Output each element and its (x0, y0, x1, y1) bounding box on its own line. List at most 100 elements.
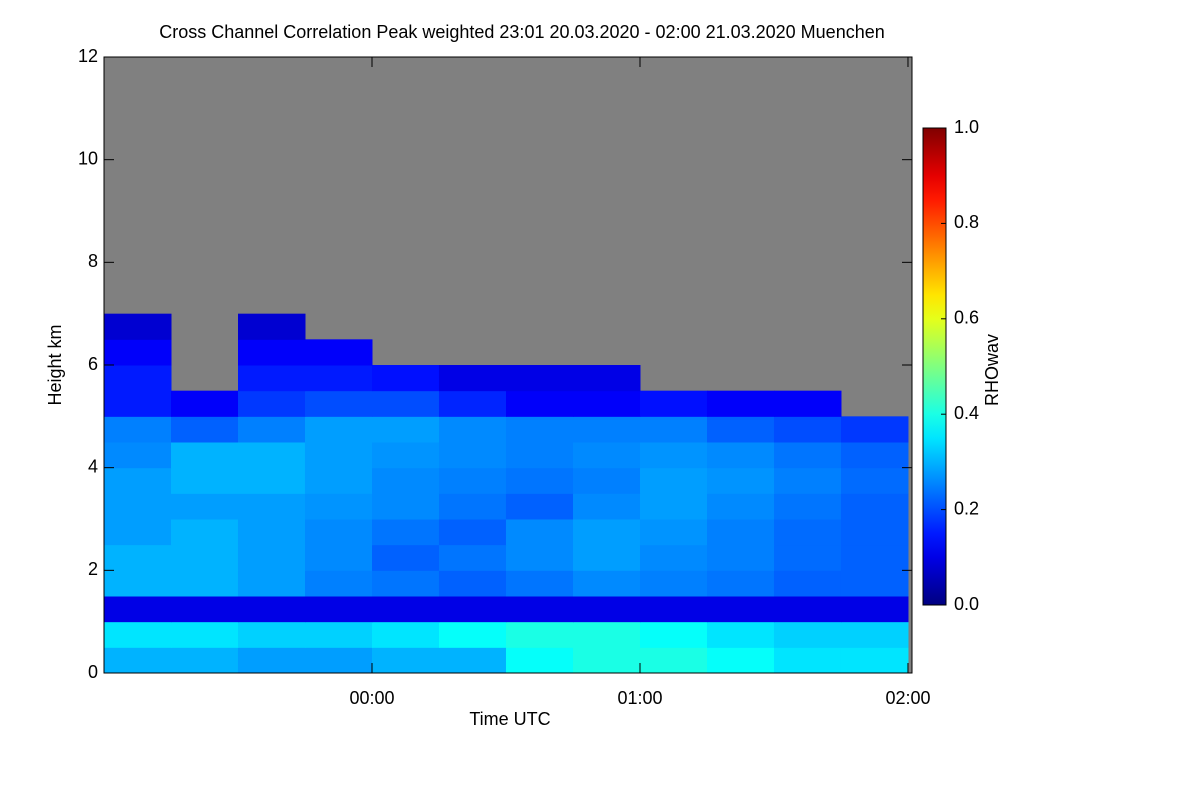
heatmap-cell (572, 467, 641, 494)
x-tick-label: 01:00 (617, 688, 662, 708)
heatmap-cell (840, 519, 909, 546)
heatmap-cell (438, 416, 507, 443)
heatmap-cell (840, 647, 909, 674)
heatmap-cell (773, 467, 842, 494)
heatmap-cell (572, 493, 641, 520)
heatmap-cell (104, 570, 172, 597)
heatmap-cell (438, 544, 507, 571)
heatmap-cell (572, 519, 641, 546)
heatmap-cell (706, 467, 775, 494)
heatmap-cell (371, 493, 440, 520)
heatmap-cell (706, 519, 775, 546)
heatmap-cell (505, 647, 574, 674)
colorbar-tick-label: 0.2 (954, 498, 979, 518)
heatmap-cell (840, 442, 909, 469)
heatmap-cell (304, 596, 373, 623)
heatmap-cell (371, 467, 440, 494)
heatmap-cell (505, 570, 574, 597)
colorbar-tick-label: 0.8 (954, 212, 979, 232)
heatmap-cell (304, 416, 373, 443)
heatmap-cell (104, 493, 172, 520)
heatmap-cell (706, 416, 775, 443)
heatmap-cell (572, 647, 641, 674)
heatmap-cell (639, 596, 708, 623)
heatmap-cell (773, 544, 842, 571)
heatmap-cell (706, 596, 775, 623)
heatmap-cell (773, 390, 842, 417)
heatmap-cell (104, 647, 172, 674)
heatmap-cell (104, 467, 172, 494)
heatmap-cell (438, 493, 507, 520)
x-tick-label: 02:00 (885, 688, 930, 708)
heatmap-cell (505, 467, 574, 494)
heatmap-cell (237, 519, 306, 546)
heatmap-cell (237, 313, 306, 340)
colorbar-tick-label: 0.0 (954, 594, 979, 614)
heatmap-cell (840, 467, 909, 494)
colorbar-label: RHOwav (982, 334, 1002, 406)
heatmap-cell (706, 621, 775, 648)
heatmap-cell (706, 544, 775, 571)
heatmap-cell (706, 442, 775, 469)
heatmap-cell (505, 621, 574, 648)
heatmap-cell (639, 493, 708, 520)
heatmap-cell (170, 493, 239, 520)
heatmap-cell (438, 596, 507, 623)
heatmap-cell (639, 519, 708, 546)
heatmap-cell (572, 442, 641, 469)
heatmap-cell (237, 647, 306, 674)
heatmap-cell (304, 570, 373, 597)
heatmap-cell (773, 647, 842, 674)
heatmap-cell (237, 390, 306, 417)
heatmap-cell (639, 570, 708, 597)
heatmap-cell (438, 390, 507, 417)
heatmap-cell (304, 467, 373, 494)
heatmap-cell (104, 519, 172, 546)
heatmap-cell (840, 621, 909, 648)
heatmap-cell (104, 390, 172, 417)
colorbar-tick-label: 0.4 (954, 403, 979, 423)
heatmap-cell (304, 493, 373, 520)
y-tick-label: 0 (88, 662, 98, 682)
heatmap-cell (170, 467, 239, 494)
heatmap-cell (304, 519, 373, 546)
heatmap-cell (237, 570, 306, 597)
heatmap-cell (371, 416, 440, 443)
y-tick-label: 2 (88, 559, 98, 579)
heatmap-cell (371, 596, 440, 623)
heatmap-cell (170, 416, 239, 443)
heatmap-cell (840, 493, 909, 520)
heatmap-cell (505, 416, 574, 443)
colorbar-tick-label: 0.6 (954, 308, 979, 328)
heatmap-cell (505, 442, 574, 469)
y-tick-label: 12 (78, 46, 98, 66)
heatmap-cell (438, 519, 507, 546)
heatmap-cell (371, 647, 440, 674)
y-tick-label: 4 (88, 456, 98, 476)
heatmap-cell (773, 416, 842, 443)
heatmap-cell (706, 570, 775, 597)
heatmap-cell (170, 621, 239, 648)
heatmap-cell (572, 570, 641, 597)
heatmap-cell (104, 416, 172, 443)
heatmap-cell (505, 519, 574, 546)
heatmap-cell (505, 365, 574, 392)
heatmap-cell (371, 390, 440, 417)
heatmap-cell (639, 621, 708, 648)
heatmap-cell (104, 365, 172, 392)
y-tick-label: 8 (88, 251, 98, 271)
heatmap-cell (840, 544, 909, 571)
heatmap-cell (773, 442, 842, 469)
heatmap-cell (438, 647, 507, 674)
heatmap-cell (840, 416, 909, 443)
heatmap-cell (438, 442, 507, 469)
heatmap-cell (104, 544, 172, 571)
heatmap-cell (237, 493, 306, 520)
heatmap-cell (304, 442, 373, 469)
heatmap-cell (371, 519, 440, 546)
heatmap-cell (237, 365, 306, 392)
heatmap-cell (572, 416, 641, 443)
heatmap-cell (438, 365, 507, 392)
heatmap-cell (773, 621, 842, 648)
